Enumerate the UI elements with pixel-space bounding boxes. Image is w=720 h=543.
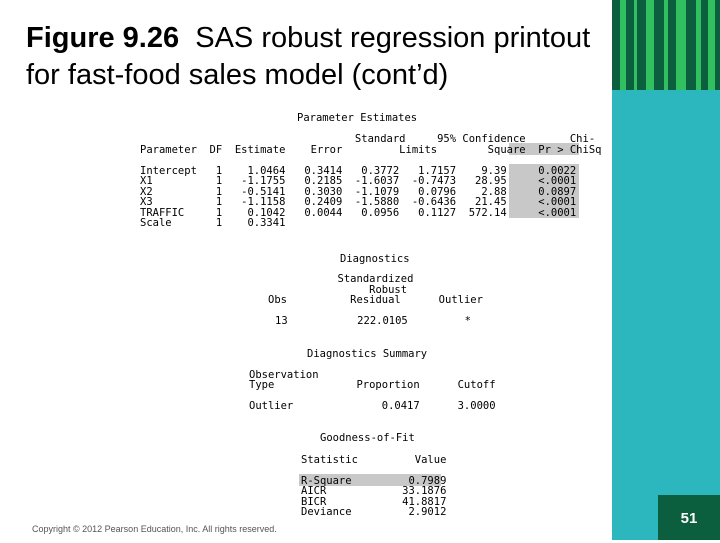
slide-title: Figure 9.26 SAS robust regression printo… bbox=[26, 20, 616, 94]
gof-header: Statistic Value bbox=[301, 454, 447, 466]
figure-caption: SAS robust regression printout for fast-… bbox=[26, 22, 591, 91]
gof-row-bicr: BICR 41.8817 bbox=[301, 496, 447, 508]
page-number: 51 bbox=[658, 495, 720, 540]
diag-row: 13 222.0105 * bbox=[275, 315, 471, 327]
right-accent-bar bbox=[612, 0, 720, 540]
gof-row-aicr: AICR 33.1876 bbox=[301, 485, 447, 497]
pvalue-column-highlight bbox=[509, 164, 579, 218]
diag-header-line-3: Obs Residual Outlier bbox=[268, 294, 483, 306]
param-row-x1: X1 1 -1.1755 0.2185 -1.6037 -0.7473 28.9… bbox=[140, 175, 577, 187]
param-row-traffic: TRAFFIC 1 0.1042 0.0044 0.0956 0.1127 57… bbox=[140, 207, 577, 219]
gof-row-deviance: Deviance 2.9012 bbox=[301, 506, 447, 518]
summary-row: Outlier 0.0417 3.0000 bbox=[249, 400, 496, 412]
decorative-image bbox=[612, 0, 720, 90]
goodness-of-fit-title: Goodness-of-Fit bbox=[320, 432, 415, 444]
summary-header-line-1: Observation bbox=[249, 369, 319, 381]
param-estimates-title: Parameter Estimates bbox=[297, 112, 418, 124]
figure-label: Figure 9.26 bbox=[26, 22, 180, 54]
summary-header-line-2: Type Proportion Cutoff bbox=[249, 379, 496, 391]
param-row-scale: Scale 1 0.3341 bbox=[140, 217, 286, 229]
diag-header-line-1: Standardized bbox=[268, 273, 414, 285]
param-header-line-2: Parameter DF Estimate Error Limits Squar… bbox=[140, 144, 602, 156]
pr-chisq-highlight bbox=[509, 143, 579, 155]
gof-row-r-square: R-Square 0.7989 bbox=[301, 475, 447, 487]
param-header-line-1: Standard 95% Confidence Chi- bbox=[140, 133, 596, 145]
param-row-x2: X2 1 -0.5141 0.3030 -1.1079 0.0796 2.88 … bbox=[140, 186, 577, 198]
copyright-notice: Copyright © 2012 Pearson Education, Inc.… bbox=[32, 524, 277, 534]
diag-header-line-2: Robust bbox=[268, 284, 408, 296]
param-row-x3: X3 1 -1.1158 0.2409 -1.5880 -0.6436 21.4… bbox=[140, 196, 577, 208]
r-square-highlight bbox=[299, 474, 441, 486]
param-row-intercept: Intercept 1 1.0464 0.3414 0.3772 1.7157 … bbox=[140, 165, 577, 177]
diagnostics-title: Diagnostics bbox=[340, 253, 410, 265]
diagnostics-summary-title: Diagnostics Summary bbox=[307, 348, 428, 360]
